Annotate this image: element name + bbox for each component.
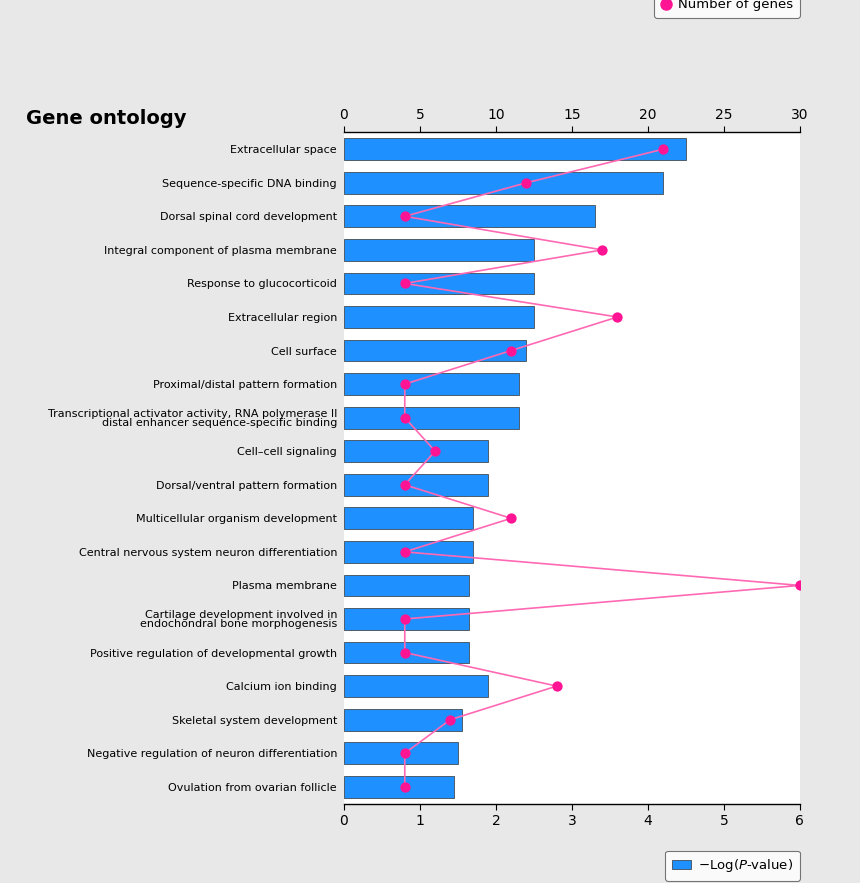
Bar bbox=[344, 508, 473, 529]
Point bbox=[656, 142, 670, 156]
Bar bbox=[344, 743, 458, 764]
Point bbox=[444, 713, 458, 727]
Point bbox=[793, 578, 807, 592]
Bar bbox=[344, 239, 534, 260]
Bar bbox=[344, 407, 519, 428]
Point bbox=[398, 276, 412, 291]
Bar bbox=[344, 306, 534, 328]
Legend: Number of genes: Number of genes bbox=[654, 0, 800, 18]
Bar bbox=[344, 206, 595, 227]
Legend: $-$Log($P$-value): $-$Log($P$-value) bbox=[665, 850, 800, 880]
Point bbox=[398, 411, 412, 425]
Point bbox=[428, 444, 442, 458]
Text: Gene ontology: Gene ontology bbox=[26, 109, 187, 128]
Point bbox=[398, 612, 412, 626]
Point bbox=[398, 377, 412, 391]
Point bbox=[398, 780, 412, 794]
Point bbox=[504, 511, 518, 525]
Point bbox=[611, 310, 624, 324]
Bar bbox=[344, 675, 488, 697]
Bar bbox=[344, 608, 470, 630]
Point bbox=[550, 679, 563, 693]
Point bbox=[398, 209, 412, 223]
Bar bbox=[344, 374, 519, 395]
Bar bbox=[344, 575, 470, 596]
Point bbox=[398, 478, 412, 492]
Point bbox=[398, 545, 412, 559]
Point bbox=[595, 243, 609, 257]
Bar bbox=[344, 273, 534, 294]
Point bbox=[398, 645, 412, 660]
Bar bbox=[344, 541, 473, 562]
Point bbox=[504, 343, 518, 358]
Bar bbox=[344, 709, 462, 730]
Bar bbox=[344, 340, 526, 361]
Bar bbox=[344, 642, 470, 663]
Bar bbox=[344, 474, 488, 495]
Bar bbox=[344, 441, 488, 462]
Point bbox=[519, 176, 533, 190]
Point bbox=[398, 746, 412, 760]
Bar bbox=[344, 776, 454, 797]
Bar bbox=[344, 139, 686, 160]
Bar bbox=[344, 172, 663, 193]
